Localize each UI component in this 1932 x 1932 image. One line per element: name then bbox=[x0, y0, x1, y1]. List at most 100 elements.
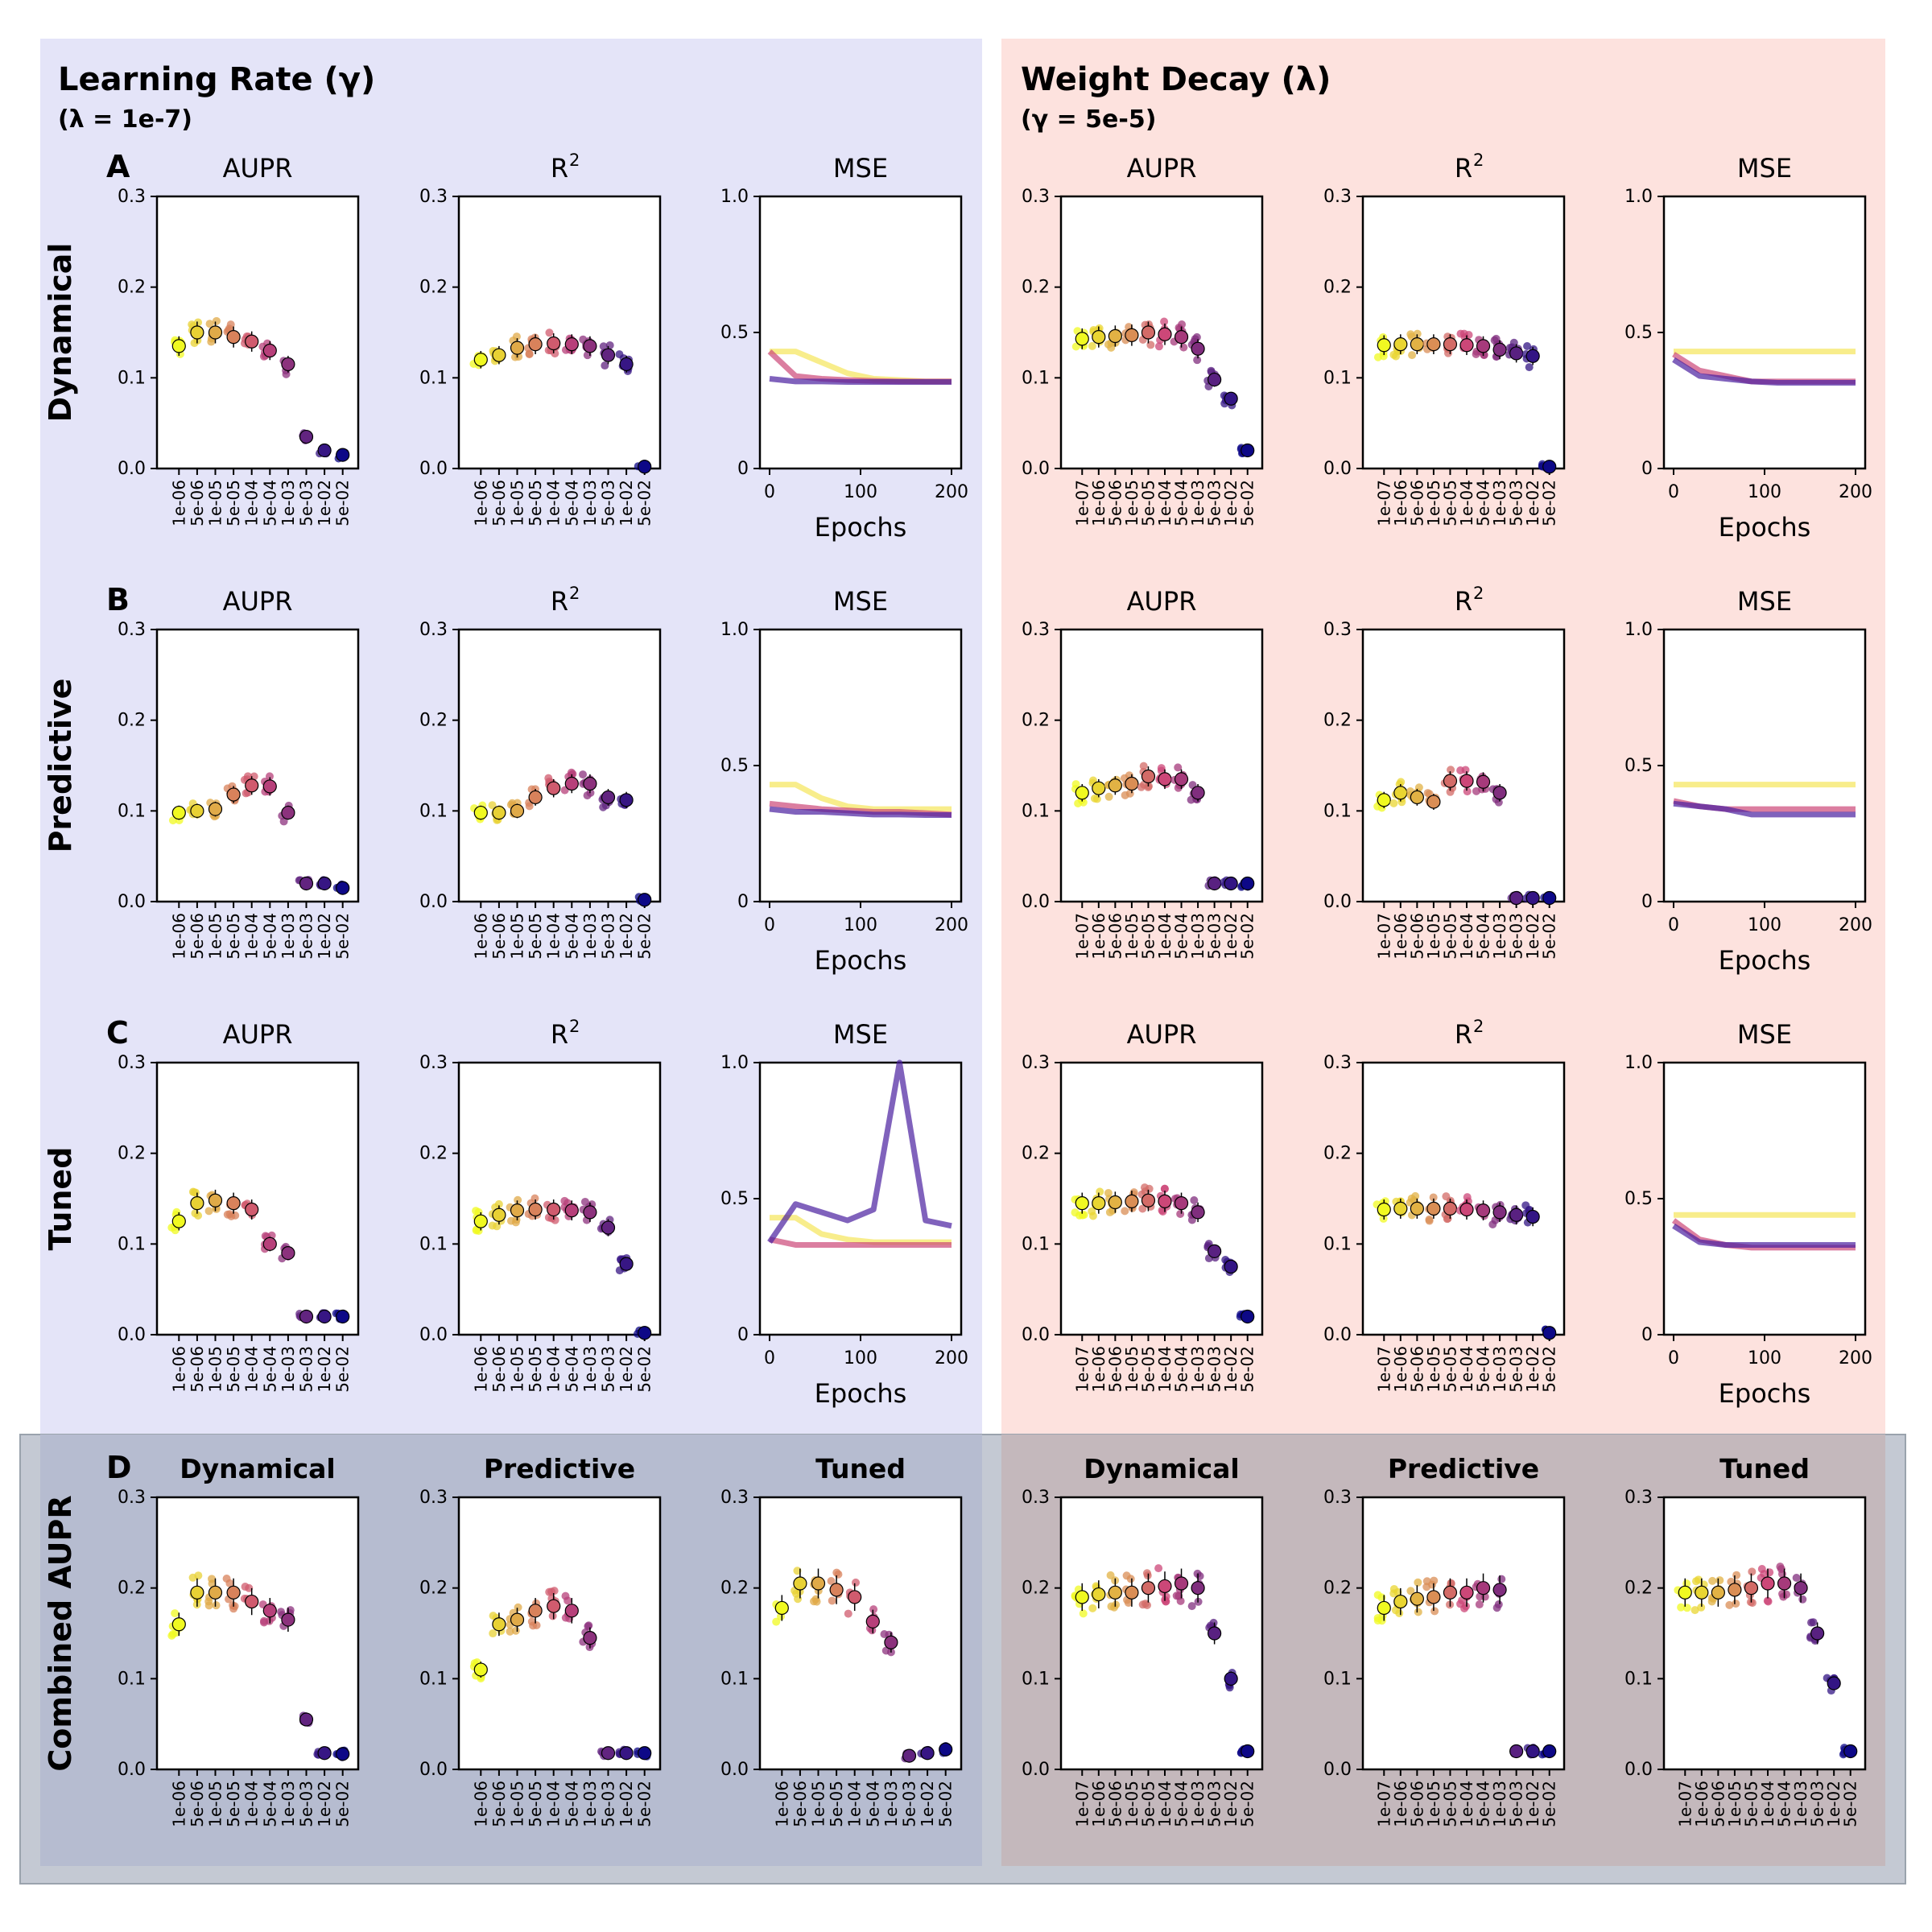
B-lr-r2-point bbox=[488, 801, 497, 810]
D-wd-tuned-mean-marker bbox=[1678, 1585, 1692, 1600]
D-lr-pred-mean-marker bbox=[619, 1746, 634, 1761]
D-wd-tuned-point bbox=[1778, 1589, 1787, 1598]
B-wd-r2-xtick-label: 1e-07 bbox=[1374, 913, 1393, 960]
D-wd-pred-ytick-label: 0.0 bbox=[1323, 1760, 1352, 1780]
D-lr-dyn-point bbox=[171, 1609, 180, 1618]
B-lr-mse-axes-frame bbox=[758, 628, 963, 903]
B-lr-r2-mean-marker bbox=[638, 893, 652, 907]
A-wd-aupr-xtick-label: 5e-03 bbox=[1205, 480, 1224, 526]
B-wd-r2-ytick-label: 0.1 bbox=[1323, 801, 1352, 821]
C-wd-aupr-ytick-label: 0.2 bbox=[1022, 1144, 1050, 1164]
C-lr-mse-series-line bbox=[767, 1059, 952, 1245]
C-wd-r2-xtick-label: 1e-07 bbox=[1374, 1346, 1393, 1393]
A-wd-aupr-point bbox=[1104, 340, 1113, 349]
chart-C-wd-r2: R 20.00.10.20.31e-071e-065e-061e-055e-051… bbox=[1323, 1017, 1566, 1393]
C-lr-r2-point bbox=[488, 1221, 497, 1230]
C-wd-mse-xtick-label: 0 bbox=[1668, 1348, 1679, 1368]
C-wd-aupr-ytick-label: 0.1 bbox=[1022, 1234, 1050, 1254]
panel-layer: AUPR0.00.10.20.31e-065e-061e-055e-051e-0… bbox=[118, 151, 1872, 1827]
wd-section-subtitle: (γ = 5e-5) bbox=[1021, 105, 1156, 134]
D-lr-dyn-ytick-label: 0.2 bbox=[118, 1579, 146, 1599]
A-wd-r2-point bbox=[1389, 350, 1398, 359]
B-wd-r2-xtick-label: 5e-04 bbox=[1474, 913, 1493, 960]
D-lr-tuned-xtick-label: 1e-06 bbox=[772, 1781, 791, 1827]
D-lr-pred-mean-marker bbox=[492, 1617, 506, 1632]
B-wd-aupr-xtick-label: 1e-03 bbox=[1188, 913, 1208, 960]
B-lr-aupr-point bbox=[243, 772, 252, 781]
C-lr-r2-mean-marker bbox=[547, 1202, 561, 1217]
B-wd-r2-xtick-label: 1e-06 bbox=[1391, 913, 1410, 960]
C-wd-r2-mean-marker bbox=[1377, 1202, 1391, 1217]
C-lr-r2-point bbox=[560, 1196, 569, 1205]
A-lr-aupr-ytick-label: 0.0 bbox=[118, 459, 146, 479]
D-lr-tuned-xtick-label: 5e-03 bbox=[900, 1781, 919, 1827]
D-wd-dyn-ytick-label: 0.3 bbox=[1022, 1488, 1050, 1508]
C-lr-r2-mean-marker bbox=[510, 1203, 525, 1218]
D-lr-tuned-point bbox=[852, 1578, 861, 1587]
B-wd-r2-mean-marker bbox=[1509, 890, 1524, 906]
C-lr-aupr-mean-marker bbox=[281, 1245, 295, 1261]
C-lr-mse-xtick-label: 0 bbox=[764, 1348, 775, 1368]
C-wd-aupr-point bbox=[1075, 1211, 1084, 1220]
B-wd-aupr-mean-marker bbox=[1092, 781, 1106, 795]
A-lr-aupr-mean-marker bbox=[262, 343, 277, 358]
A-wd-mse-series-line bbox=[1672, 357, 1856, 386]
D-wd-pred-mean-marker bbox=[1410, 1591, 1424, 1606]
C-wd-aupr-mean-marker bbox=[1224, 1259, 1238, 1274]
A-wd-r2-point bbox=[1408, 351, 1417, 360]
D-wd-tuned-point bbox=[1732, 1600, 1740, 1608]
D-wd-pred-point bbox=[1389, 1589, 1398, 1598]
D-lr-pred-point bbox=[584, 1622, 592, 1631]
B-wd-aupr-point bbox=[1139, 762, 1148, 770]
D-wd-tuned-point bbox=[1798, 1595, 1807, 1604]
C-wd-aupr-mean-marker bbox=[1174, 1196, 1189, 1211]
A-wd-aupr-point bbox=[1154, 342, 1163, 351]
C-lr-r2-point bbox=[551, 1216, 559, 1224]
A-lr-aupr-xtick-label: 5e-04 bbox=[260, 480, 279, 526]
C-wd-aupr-point bbox=[1088, 1212, 1097, 1220]
B-wd-r2-xtick-label: 1e-05 bbox=[1424, 913, 1443, 960]
B-lr-aupr-mean-marker bbox=[245, 778, 259, 793]
A-lr-r2-point bbox=[551, 349, 559, 358]
A-lr-aupr-ytick-label: 0.1 bbox=[118, 368, 146, 388]
D-wd-dyn-point bbox=[1154, 1564, 1163, 1573]
B-wd-r2-mean-marker bbox=[1459, 774, 1474, 788]
D-wd-pred-point bbox=[1497, 1575, 1506, 1583]
A-wd-mse-xtick-label: 0 bbox=[1668, 482, 1679, 502]
B-wd-mse-ytick-label: 0 bbox=[1641, 892, 1653, 912]
B-lr-aupr-mean-marker bbox=[208, 802, 223, 816]
C-lr-aupr-point bbox=[191, 1209, 200, 1218]
D-wd-pred-mean-marker bbox=[1492, 1583, 1507, 1597]
A-lr-r2-ytick-label: 0.1 bbox=[419, 368, 448, 388]
C-wd-r2-xtick-label: 5e-06 bbox=[1407, 1346, 1426, 1393]
B-lr-r2-point bbox=[599, 803, 608, 811]
D-wd-dyn-point bbox=[1124, 1598, 1133, 1607]
B-lr-aupr-xtick-label: 5e-03 bbox=[297, 913, 316, 960]
D-wd-pred-xtick-label: 1e-03 bbox=[1490, 1781, 1509, 1827]
B-wd-aupr-point bbox=[1174, 763, 1183, 772]
C-lr-r2-xtick-label: 1e-03 bbox=[580, 1346, 600, 1393]
chart-D-lr-tuned: Tuned0.00.10.20.31e-065e-061e-055e-051e-… bbox=[720, 1453, 963, 1827]
chart-B-wd-r2: R 20.00.10.20.31e-071e-065e-061e-055e-051… bbox=[1323, 584, 1566, 960]
B-lr-r2-xtick-label: 1e-05 bbox=[508, 913, 527, 960]
B-lr-aupr-xtick-label: 5e-05 bbox=[224, 913, 243, 960]
B-wd-aupr-ytick-label: 0.0 bbox=[1022, 892, 1050, 912]
D-lr-dyn-xtick-label: 1e-02 bbox=[315, 1781, 334, 1827]
B-wd-r2-mean-marker bbox=[1377, 793, 1391, 807]
D-wd-tuned-ytick-label: 0.2 bbox=[1624, 1579, 1653, 1599]
C-wd-r2-point bbox=[1463, 1193, 1472, 1202]
D-lr-tuned-point bbox=[828, 1596, 836, 1605]
B-lr-aupr-xtick-label: 1e-02 bbox=[315, 913, 334, 960]
D-lr-dyn-point bbox=[194, 1571, 203, 1580]
B-wd-aupr-mean-marker bbox=[1125, 776, 1139, 791]
D-wd-dyn-point bbox=[1195, 1571, 1204, 1580]
A-lr-mse-xlabel: Epochs bbox=[815, 512, 907, 543]
D-wd-pred-ytick-label: 0.2 bbox=[1323, 1579, 1352, 1599]
C-wd-r2-mean-marker bbox=[1393, 1201, 1408, 1216]
D-wd-tuned-point bbox=[1707, 1597, 1716, 1606]
D-wd-dyn-mean-marker bbox=[1224, 1671, 1238, 1686]
A-lr-aupr-xtick-label: 5e-05 bbox=[224, 480, 243, 526]
D-lr-tuned-point bbox=[869, 1605, 878, 1614]
D-wd-dyn-xtick-label: 1e-07 bbox=[1072, 1781, 1092, 1827]
C-wd-r2-xtick-label: 5e-02 bbox=[1540, 1346, 1559, 1393]
